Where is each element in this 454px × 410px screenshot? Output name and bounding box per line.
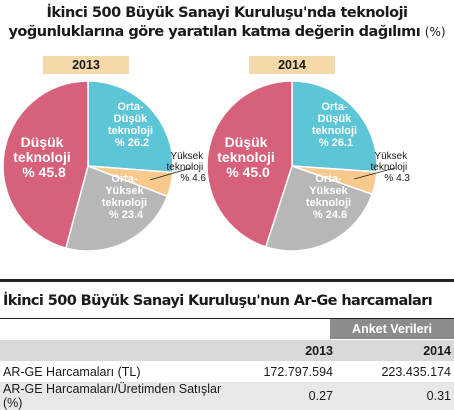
chart-title-line2-text: yoğunluklarına göre yaratılan katma değe… [8,24,421,40]
table-title-rule [0,318,454,319]
slice-2013-dusuk [2,80,89,249]
label-2014-orta-yuksek: Orta- Yüksek teknoloji % 24.6 [306,173,354,221]
slice-2013-orta-yuksek [64,165,169,252]
pie-charts: Düşük teknoloji % 45.8 Orta- Düşük tekno… [2,80,411,252]
year-badge-2014: 2014 [249,56,335,74]
label-2013-dusuk-l2: teknoloji [13,149,71,165]
label-2014-orta-yuksek-l2: Yüksek [309,185,348,197]
label-2014-orta-dusuk-l4: % 26.1 [319,137,353,149]
year-badge-2013: 2013 [43,56,129,74]
table-row: AR-GE Harcamaları/Üretimden Satışlar (%)… [0,382,454,410]
survey-badge: Anket Verileri [330,319,454,339]
label-2014-orta-yuksek-l4: % 24.6 [313,209,347,221]
label-2013-dusuk: Düşük teknoloji % 45.8 [13,134,74,180]
label-2013-dusuk-l1: Düşük [21,134,64,150]
label-2013-yuksek-l1: Yüksek [170,151,204,162]
table-header-2013: 2013 [305,343,333,358]
cell-2014: 223.435.174 [381,364,451,379]
table-title: İkinci 500 Büyük Sanayi Kuruluşu'nun Ar-… [3,293,433,309]
label-2014-orta-dusuk-l2: Düşük [318,113,353,125]
label-2014-dusuk-l1: Düşük [225,134,268,150]
cell-2014: 0.31 [426,389,451,403]
table-row: AR-GE Harcamaları (TL) 172.797.594 223.4… [0,361,454,382]
chart-title: İkinci 500 Büyük Sanayi Kuruluşu'nda tek… [0,4,454,42]
chart-title-line1: İkinci 500 Büyük Sanayi Kuruluşu'nda tek… [46,5,408,21]
label-2014-dusuk-l2: teknoloji [217,149,275,165]
label-2014-yuksek-l3: % 4.3 [384,173,410,184]
slice-2014-dusuk [206,80,293,248]
leader-2013-yuksek [150,167,192,181]
chart-title-line2: yoğunluklarına göre yaratılan katma değe… [0,23,454,42]
label-2014-yuksek-l1: Yüksek [374,151,408,162]
row-label: AR-GE Harcamaları/Üretimden Satışlar (%) [3,382,222,410]
label-2014-orta-yuksek-l1: Orta- [315,173,342,185]
label-2013-orta-yuksek-l2: Yüksek [105,185,144,197]
slice-2013-orta-dusuk [87,80,174,174]
label-2013-orta-yuksek: Orta- Yüksek teknoloji % 23.4 [102,173,150,221]
label-2014-orta-dusuk-l3: teknoloji [312,125,357,137]
section-divider [0,279,454,282]
label-2013-orta-dusuk-l4: % 26.2 [115,137,149,149]
label-2014-orta-yuksek-l3: teknoloji [306,197,351,209]
label-2014-dusuk-l3: % 45.0 [226,164,270,180]
cell-2013: 172.797.594 [263,364,333,379]
label-2013-orta-dusuk-l3: teknoloji [108,125,153,137]
table-header-2014: 2014 [423,343,451,358]
label-2013-orta-yuksek-l1: Orta- [111,173,138,185]
table-header-blank [0,340,230,361]
label-2014-yuksek-l2: teknoloji [371,162,408,173]
slice-2014-orta-dusuk [291,80,378,173]
cell-2013: 0.27 [308,389,333,403]
label-2013-dusuk-l3: % 45.8 [22,164,66,180]
label-2013-orta-yuksek-l4: % 23.4 [109,209,144,221]
label-2013-yuksek-l2: teknoloji [167,162,204,173]
slice-2014-orta-yuksek [264,165,374,252]
table-header-row: 2013 2014 [0,340,454,361]
rd-table: 2013 2014 AR-GE Harcamaları (TL) 172.797… [0,340,454,410]
label-2013-orta-yuksek-l3: teknoloji [102,197,147,209]
leader-2014-yuksek [354,167,396,180]
chart-title-unit: (%) [424,25,446,39]
label-2014-yuksek: Yüksek teknoloji % 4.3 [371,151,411,184]
pie-2013: Düşük teknoloji % 45.8 Orta- Düşük tekno… [2,80,207,252]
label-2013-orta-dusuk: Orta- Düşük teknoloji % 26.2 [108,101,156,149]
label-2014-orta-dusuk-l1: Orta- [321,101,348,113]
label-2013-yuksek-l3: % 4.6 [180,173,206,184]
label-2013-orta-dusuk-l2: Düşük [114,113,149,125]
pie-2014: Düşük teknoloji % 45.0 Orta- Düşük tekno… [206,80,411,252]
label-2013-orta-dusuk-l1: Orta- [117,101,144,113]
row-label: AR-GE Harcamaları (TL) [3,364,141,379]
label-2014-orta-dusuk: Orta- Düşük teknoloji % 26.1 [312,101,360,149]
label-2014-dusuk: Düşük teknoloji % 45.0 [217,134,278,180]
label-2013-yuksek: Yüksek teknoloji % 4.6 [167,151,207,184]
